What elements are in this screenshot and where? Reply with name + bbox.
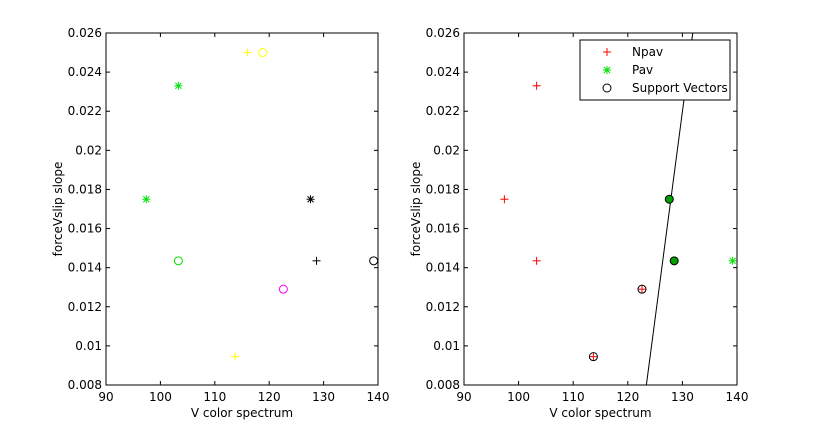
x-tick-label: 110 — [562, 390, 585, 404]
y-tick-label: 0.012 — [68, 300, 102, 314]
legend-marker-2 — [602, 83, 612, 93]
data-point-7-d2 — [307, 195, 314, 203]
y-tick-label: 0.024 — [426, 65, 460, 79]
x-axis-label: V color spectrum — [549, 406, 651, 420]
y-tick-label: 0.016 — [68, 222, 102, 236]
x-tick-label: 90 — [98, 390, 113, 404]
y-tick-label: 0.02 — [433, 143, 460, 157]
data-point-9 — [369, 256, 379, 266]
x-tick-label: 140 — [726, 390, 749, 404]
y-tick-label: 0.024 — [68, 65, 102, 79]
support-vectors-point-1 — [637, 284, 647, 294]
x-tick-label: 100 — [507, 390, 530, 404]
legend-marker-1-d2 — [603, 66, 611, 74]
y-axis-label: forceVslip slope — [409, 162, 423, 257]
support-vectors-point-2 — [664, 194, 674, 204]
support-vectors-point-3 — [669, 256, 679, 266]
y-tick-label: 0.01 — [75, 339, 102, 353]
x-tick-label: 100 — [149, 390, 172, 404]
legend-label-2: Support Vectors — [632, 81, 728, 95]
x-tick-label: 110 — [203, 390, 226, 404]
data-point-6 — [278, 284, 288, 294]
y-tick-label: 0.008 — [426, 378, 460, 392]
y-tick-label: 0.016 — [426, 222, 460, 236]
y-tick-label: 0.026 — [68, 26, 102, 40]
y-axis-label: forceVslip slope — [51, 162, 65, 257]
data-point-0-d2 — [174, 82, 182, 90]
y-tick-label: 0.008 — [68, 378, 102, 392]
x-tick-label: 130 — [671, 390, 694, 404]
y-tick-label: 0.022 — [68, 104, 102, 118]
x-tick-label: 120 — [258, 390, 281, 404]
data-point-2 — [173, 256, 183, 266]
y-tick-label: 0.01 — [433, 339, 460, 353]
y-tick-label: 0.018 — [426, 182, 460, 196]
pav-point-2-d2 — [729, 257, 736, 265]
y-tick-label: 0.018 — [68, 182, 102, 196]
x-tick-label: 140 — [367, 390, 390, 404]
legend-label-1: Pav — [632, 63, 653, 77]
y-tick-label: 0.02 — [75, 143, 102, 157]
right-scatter-panel: 90 100 110 120 130 140 0.008 0.01 0.012 0.014 0.01… — [409, 26, 748, 420]
y-tick-label: 0.014 — [68, 261, 102, 275]
y-tick-label: 0.026 — [426, 26, 460, 40]
plot-area — [105, 32, 379, 386]
legend-label-0: Npav — [632, 45, 663, 59]
x-tick-label: 120 — [616, 390, 639, 404]
y-tick-label: 0.012 — [426, 300, 460, 314]
x-axis-label: V color spectrum — [191, 406, 293, 420]
support-vectors-point-0 — [588, 352, 598, 362]
data-point-4 — [258, 48, 268, 58]
left-scatter-panel: 90 100 110 120 130 140 0.008 0.01 0.012 0.014 0.01… — [51, 26, 389, 420]
data-point-1-d2 — [142, 195, 150, 203]
x-tick-label: 130 — [312, 390, 335, 404]
y-tick-label: 0.014 — [426, 261, 460, 275]
x-tick-label: 90 — [456, 390, 471, 404]
y-tick-label: 0.022 — [426, 104, 460, 118]
